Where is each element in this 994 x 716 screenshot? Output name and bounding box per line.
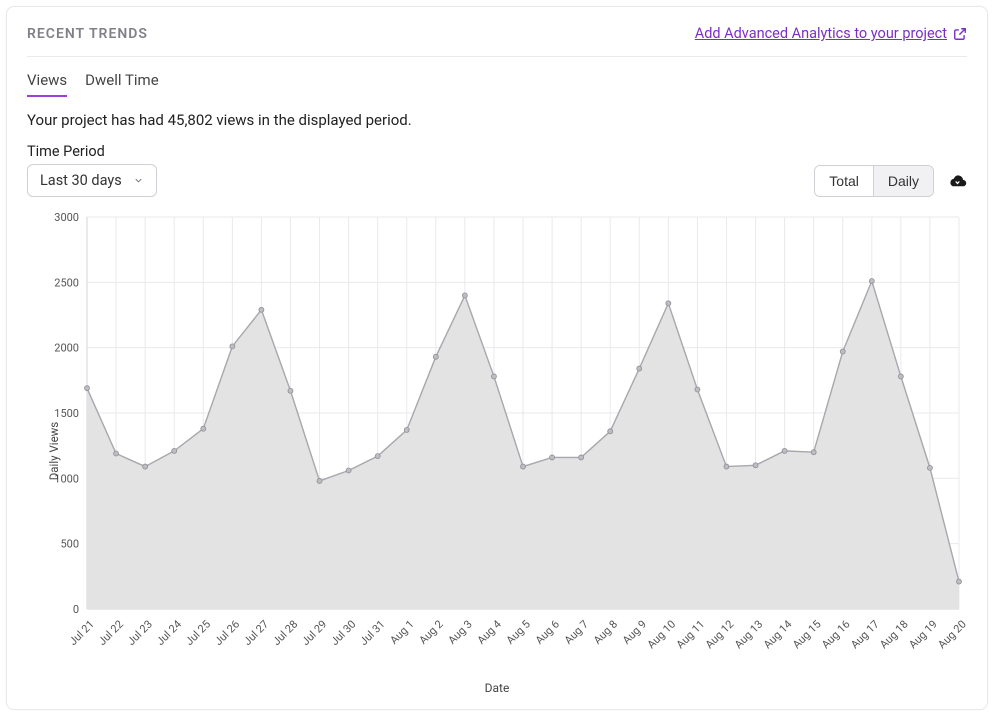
advanced-analytics-label: Add Advanced Analytics to your project: [695, 25, 947, 42]
svg-text:Jul 21: Jul 21: [67, 618, 97, 648]
svg-text:Aug 16: Aug 16: [819, 618, 853, 652]
toggle-daily[interactable]: Daily: [873, 166, 933, 196]
svg-text:Aug 18: Aug 18: [877, 618, 911, 652]
x-axis-label: Date: [27, 681, 967, 695]
chevron-down-icon: [133, 175, 144, 186]
svg-text:Jul 26: Jul 26: [212, 618, 242, 648]
controls-row: Time Period Last 30 days Total Daily: [27, 143, 967, 197]
granularity-toggle: Total Daily: [814, 165, 934, 197]
advanced-analytics-link[interactable]: Add Advanced Analytics to your project: [695, 25, 967, 42]
svg-text:Aug 1: Aug 1: [387, 618, 416, 647]
trends-card: RECENT TRENDS Add Advanced Analytics to …: [6, 6, 988, 710]
svg-text:Aug 4: Aug 4: [475, 618, 504, 647]
toggle-total[interactable]: Total: [815, 166, 873, 196]
svg-text:2000: 2000: [54, 342, 79, 355]
time-period-select[interactable]: Last 30 days: [27, 164, 157, 197]
svg-text:1500: 1500: [54, 407, 79, 420]
svg-text:Jul 28: Jul 28: [270, 618, 300, 648]
card-header: RECENT TRENDS Add Advanced Analytics to …: [27, 25, 967, 57]
svg-text:Aug 11: Aug 11: [674, 618, 708, 652]
svg-text:Jul 22: Jul 22: [96, 618, 126, 648]
svg-text:2500: 2500: [54, 276, 79, 289]
svg-text:0: 0: [73, 603, 79, 616]
views-chart: 050010001500200025003000Jul 21Jul 22Jul …: [27, 207, 967, 679]
svg-text:Jul 30: Jul 30: [328, 618, 358, 648]
svg-text:Aug 5: Aug 5: [504, 618, 533, 647]
svg-text:Aug 17: Aug 17: [848, 618, 882, 652]
summary-text: Your project has had 45,802 views in the…: [27, 111, 967, 129]
external-link-icon: [953, 27, 967, 41]
svg-text:Jul 27: Jul 27: [241, 618, 271, 648]
download-icon[interactable]: [948, 172, 967, 191]
metric-tabs: Views Dwell Time: [27, 71, 967, 97]
svg-text:Jul 24: Jul 24: [154, 618, 184, 648]
svg-text:3000: 3000: [54, 211, 79, 224]
time-period-group: Time Period Last 30 days: [27, 143, 157, 197]
svg-text:500: 500: [60, 538, 79, 551]
svg-text:Aug 13: Aug 13: [732, 618, 766, 652]
card-title: RECENT TRENDS: [27, 26, 148, 42]
svg-text:Jul 29: Jul 29: [299, 618, 329, 648]
svg-text:Jul 31: Jul 31: [357, 618, 387, 648]
svg-text:Aug 14: Aug 14: [761, 618, 795, 652]
svg-text:Aug 20: Aug 20: [935, 618, 967, 652]
svg-text:Jul 25: Jul 25: [183, 618, 213, 648]
svg-text:Aug 15: Aug 15: [790, 618, 824, 652]
chart-container: Daily Views 050010001500200025003000Jul …: [27, 207, 967, 695]
tab-dwell-time[interactable]: Dwell Time: [85, 71, 159, 97]
tab-views[interactable]: Views: [27, 71, 67, 97]
y-axis-label: Daily Views: [47, 422, 61, 480]
svg-text:Aug 3: Aug 3: [446, 618, 475, 647]
svg-text:Aug 19: Aug 19: [906, 618, 940, 652]
time-period-label: Time Period: [27, 143, 157, 160]
right-controls: Total Daily: [814, 165, 967, 197]
svg-text:Aug 7: Aug 7: [562, 618, 591, 647]
svg-text:Aug 2: Aug 2: [417, 618, 446, 647]
svg-text:Aug 6: Aug 6: [533, 618, 562, 647]
svg-text:Aug 12: Aug 12: [703, 618, 737, 652]
svg-text:Jul 23: Jul 23: [125, 618, 155, 648]
svg-text:Aug 10: Aug 10: [645, 618, 679, 652]
svg-text:Aug 8: Aug 8: [591, 618, 620, 647]
time-period-value: Last 30 days: [40, 172, 122, 189]
